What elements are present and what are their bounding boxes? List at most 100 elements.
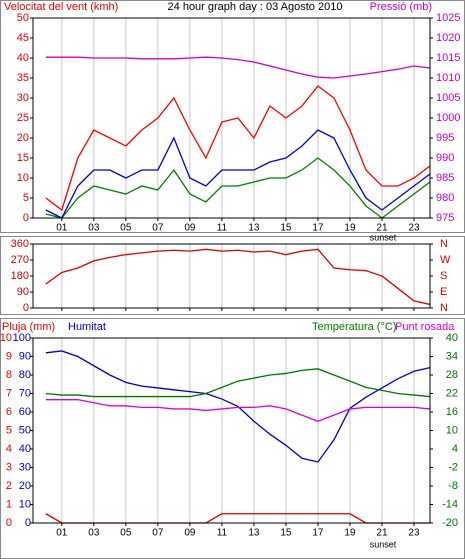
y-tick-label: -8	[448, 480, 458, 492]
x-tick-label: 21	[376, 223, 388, 234]
y-tick-label: 0	[23, 212, 29, 224]
y-tick-label: 360	[11, 238, 29, 250]
series-line	[45, 350, 431, 463]
y-tick-label: -20	[442, 517, 458, 529]
x-tick-label: 03	[88, 528, 100, 539]
x-tick-label: 01	[56, 223, 68, 234]
y-tick-label: 10	[19, 498, 31, 510]
rain-label: Pluja (mm)	[2, 321, 55, 333]
y-tick-label: 980	[436, 192, 454, 204]
series-line	[45, 129, 431, 219]
humidity-label: Humitat	[68, 321, 106, 333]
x-tick-label: 23	[408, 528, 420, 539]
y-tick-label: 20	[17, 132, 29, 144]
series-line	[45, 248, 431, 306]
x-tick-label: 09	[184, 223, 196, 234]
plot-area	[32, 243, 431, 309]
y-tick-label: N	[440, 238, 448, 250]
temperature-label: Temperatura (°C)	[312, 321, 396, 333]
y-tick-label: 10	[0, 332, 12, 344]
y-tick-label: 90	[19, 350, 31, 362]
y-tick-label: 40	[17, 52, 29, 64]
y-tick-label: 995	[436, 132, 454, 144]
y-tick-label: 9	[6, 350, 12, 362]
y-tick-label: W	[440, 254, 451, 266]
x-tick-label: 19	[344, 528, 356, 539]
y-tick-label: 30	[19, 461, 31, 473]
x-tick-label: 15	[280, 223, 292, 234]
y-tick-label: 34	[446, 350, 458, 362]
y-tick-label: 40	[446, 332, 458, 344]
x-tick-label: 19	[344, 223, 356, 234]
y-tick-label: 975	[436, 212, 454, 224]
x-tick-label: 17	[312, 223, 324, 234]
plot-border	[32, 337, 431, 524]
x-tick-label: 01	[56, 528, 68, 539]
x-tick-label: 23	[408, 223, 420, 234]
y-tick-label: 35	[17, 72, 29, 84]
y-tick-label: 7	[6, 387, 12, 399]
y-tick-label: 50	[17, 12, 29, 24]
x-tick-label: 03	[88, 223, 100, 234]
y-tick-label: 25	[17, 112, 29, 124]
y-tick-label: 80	[19, 369, 31, 381]
chart-title: 24 hour graph day : 03 Agosto 2010	[168, 1, 343, 13]
plot-border	[32, 17, 431, 219]
plot-border	[32, 243, 431, 309]
series-line	[45, 368, 431, 398]
y-tick-label: 1005	[436, 92, 460, 104]
x-tick-label: 11	[217, 223, 228, 234]
x-tick-label: 07	[152, 223, 164, 234]
y-tick-label: -14	[442, 498, 458, 510]
y-tick-label: 1025	[436, 12, 460, 24]
y-tick-label: 100	[13, 332, 31, 344]
y-tick-label: 1000	[436, 112, 460, 124]
x-tick-label: 05	[120, 223, 132, 234]
y-tick-label: 985	[436, 172, 454, 184]
y-tick-label: 180	[11, 270, 29, 282]
y-tick-label: E	[440, 286, 447, 298]
y-tick-label: 8	[6, 369, 12, 381]
y-tick-label: 20	[19, 480, 31, 492]
x-tick-label: 05	[120, 528, 132, 539]
y-tick-label: 10	[17, 172, 29, 184]
y-tick-label: N	[440, 302, 448, 314]
y-tick-label: 0	[23, 302, 29, 314]
y-tick-label: 1010	[436, 72, 460, 84]
y-tick-label: 3	[6, 461, 12, 473]
y-tick-label: 0	[25, 517, 31, 529]
y-tick-label: 70	[19, 387, 31, 399]
y-tick-label: 1	[6, 498, 12, 510]
y-tick-label: 10	[446, 424, 458, 436]
y-tick-label: 0	[6, 517, 12, 529]
series-line	[45, 399, 431, 422]
x-tick-label: 17	[312, 528, 324, 539]
dewpoint-label: Punt rosada	[395, 321, 455, 333]
y-tick-label: 4	[6, 443, 12, 455]
y-tick-label: 15	[17, 152, 29, 164]
y-tick-label: 5	[6, 424, 12, 436]
y-tick-label: 6	[6, 406, 12, 418]
y-tick-label: 45	[17, 32, 29, 44]
y-tick-label: -2	[448, 461, 458, 473]
wind-label: Velocitat del vent (kmh)	[4, 1, 118, 13]
y-tick-label: 30	[17, 92, 29, 104]
x-tick-label: 09	[184, 528, 196, 539]
y-tick-label: S	[440, 270, 447, 282]
series-group	[45, 248, 431, 306]
y-tick-label: 4	[452, 443, 458, 455]
y-tick-label: 60	[19, 406, 31, 418]
x-tick-label: 07	[152, 528, 164, 539]
y-tick-label: 22	[446, 387, 458, 399]
x-tick-label: 11	[217, 528, 228, 539]
series-line	[45, 56, 431, 79]
y-tick-label: 990	[436, 152, 454, 164]
x-tick-label: 21	[376, 528, 388, 539]
x-tick-label: 13	[248, 223, 260, 234]
y-tick-label: 5	[23, 192, 29, 204]
series-line	[45, 157, 431, 219]
pressure-label: Pressió (mb)	[370, 1, 432, 13]
y-tick-label: 270	[11, 254, 29, 266]
x-tick-label: 15	[280, 528, 292, 539]
